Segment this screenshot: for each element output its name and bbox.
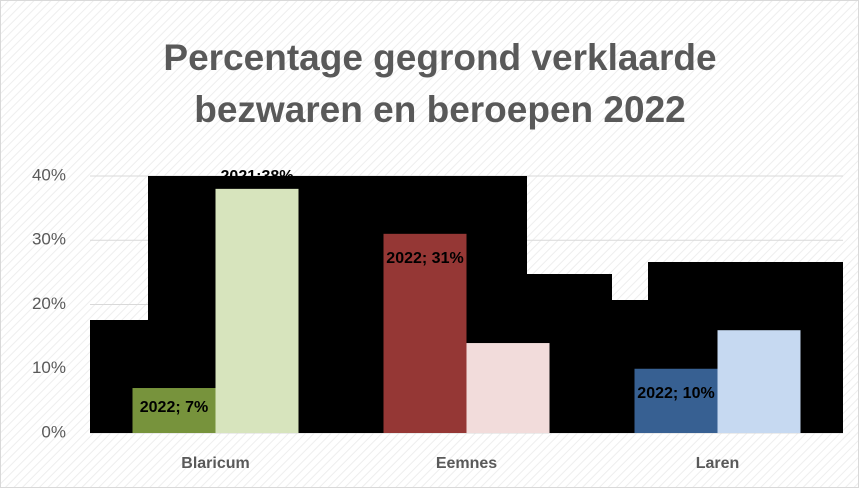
bar [466, 343, 550, 433]
y-tick-label: 10% [32, 358, 66, 377]
y-tick-label: 20% [32, 294, 66, 313]
bar [383, 233, 467, 433]
x-tick-label: Laren [696, 455, 740, 472]
y-tick-label: 0% [41, 422, 66, 441]
bar [634, 368, 718, 433]
x-tick-label: Blaricum [181, 455, 249, 472]
x-tick-label: Eemnes [436, 455, 497, 472]
plot: 2022; 7% 2021;38% 2022; 31% 2 2022; 10% [132, 168, 801, 433]
y-tick-label: 30% [32, 230, 66, 249]
data-label: 2022; 7% [140, 399, 209, 416]
chart-title: Percentage gegrond verklaarde [163, 37, 716, 78]
chart-title: bezwaren en beroepen 2022 [194, 89, 685, 130]
data-label: 2022; 31% [386, 250, 463, 267]
data-label: 2 [504, 322, 513, 339]
bar [132, 388, 216, 433]
bar [215, 188, 299, 433]
data-label: 2022; 10% [637, 385, 714, 402]
data-label: 2021;38% [221, 168, 294, 185]
bar [717, 330, 801, 433]
y-tick-label: 40% [32, 165, 66, 184]
